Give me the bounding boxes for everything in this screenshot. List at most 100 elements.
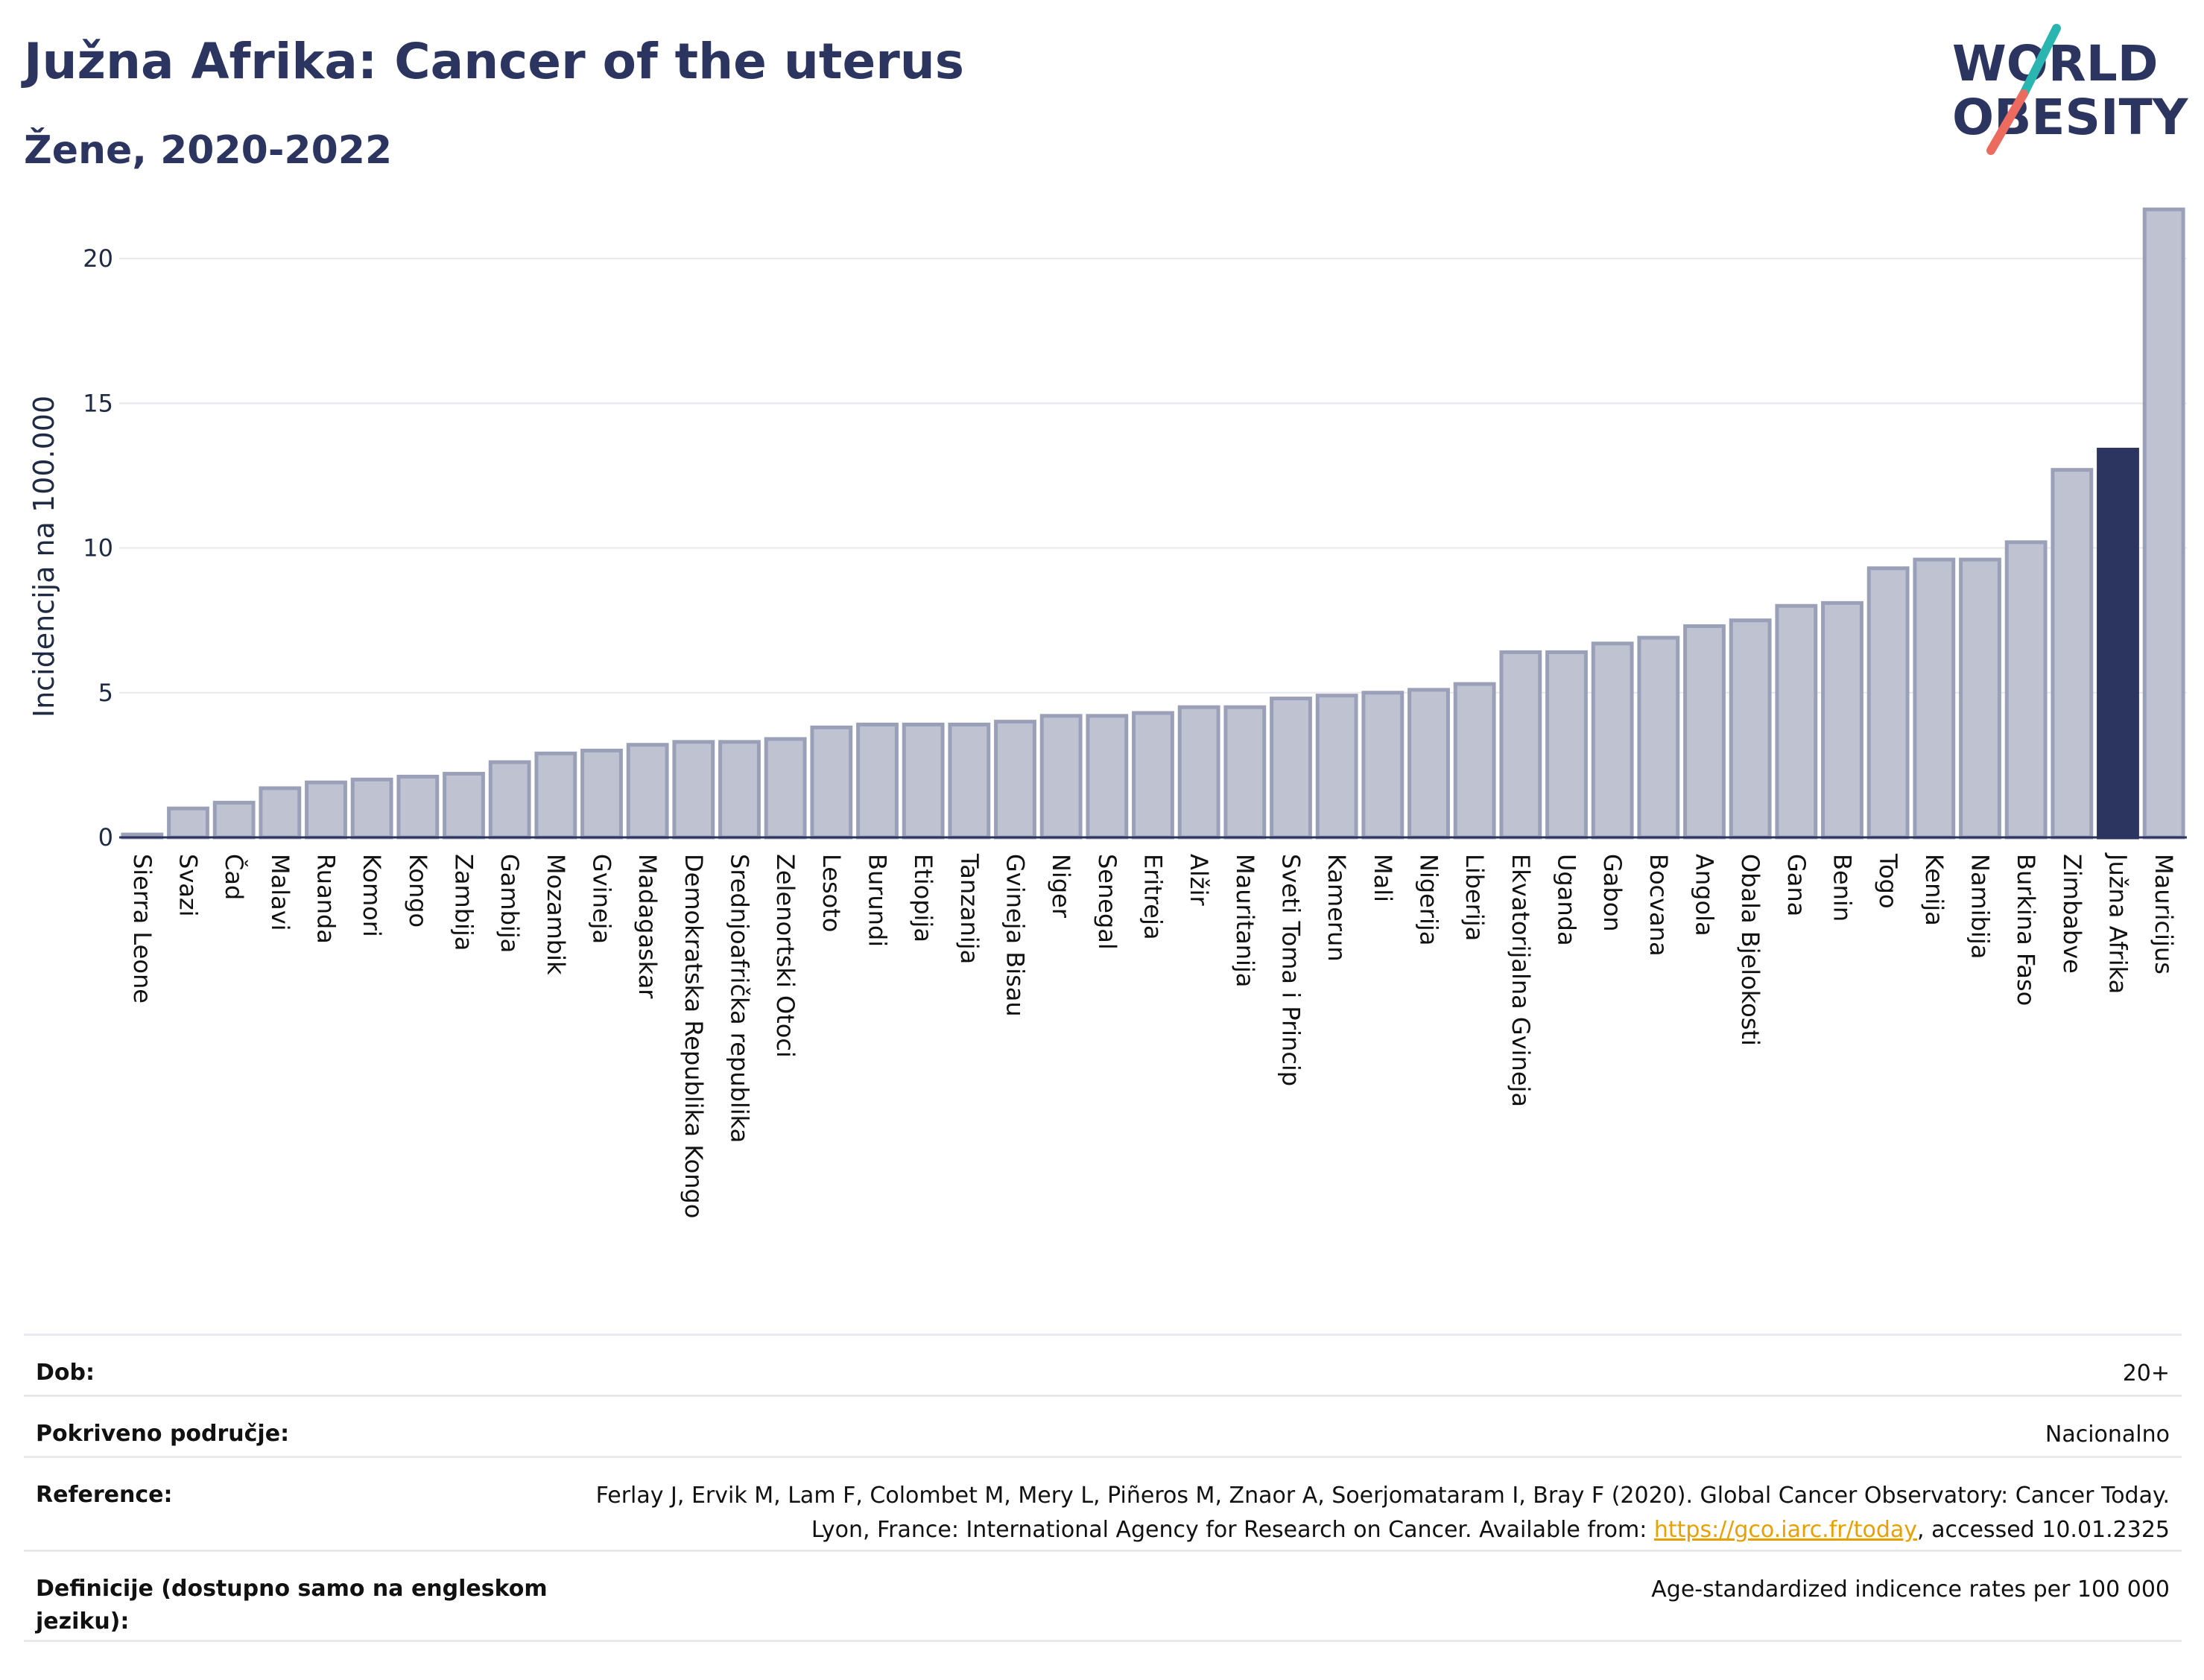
category-label: Burkina Faso [2012, 854, 2040, 1006]
bar-17 [902, 723, 945, 840]
category-label: Južna Afrika [2104, 852, 2132, 994]
bar-30 [1499, 650, 1542, 840]
bar-18 [948, 723, 991, 840]
bar-21 [1086, 714, 1129, 840]
bar-11 [626, 743, 669, 840]
category-label: Ruanda [312, 854, 341, 944]
info-row-definition: Definicije (dostupno samo na engleskom j… [24, 1550, 2182, 1642]
category-label: Zelenortski Otoci [771, 854, 799, 1058]
bar-42 [2051, 468, 2094, 840]
bar-13 [718, 740, 761, 840]
info-row-age: Dob: 20+ [24, 1334, 2182, 1395]
category-label: Gana [1782, 854, 1811, 916]
bar-20 [1039, 714, 1083, 840]
category-label: Burundi [864, 854, 892, 947]
category-label: Mozambik [542, 854, 570, 975]
bar-38 [1866, 566, 1910, 840]
category-label: Niger [1047, 854, 1075, 919]
category-label: Gvineja [588, 854, 616, 944]
bar-4 [305, 780, 347, 840]
coverage-value: Nacionalno [2045, 1421, 2170, 1448]
category-label: Mauritanija [1231, 854, 1259, 987]
category-label: Zimbabve [2058, 854, 2086, 974]
category-label: Uganda [1553, 854, 1581, 946]
y-tick-label: 0 [98, 823, 113, 852]
bar-23 [1177, 705, 1220, 840]
info-table: Dob: 20+ Pokriveno područje: Nacionalno … [24, 1334, 2182, 1642]
reference-link[interactable]: https://gco.iarc.fr/today [1653, 1517, 1918, 1543]
reference-text-1: Ferlay J, Ervik M, Lam F, Colombet M, Me… [595, 1483, 2170, 1543]
bar-35 [1729, 618, 1772, 840]
category-label: Nigerija [1415, 854, 1443, 945]
category-label: Tanzanija [955, 853, 984, 964]
category-label: Benin [1828, 854, 1857, 922]
category-label: Madagaskar [633, 854, 662, 999]
y-tick-label: 10 [83, 534, 113, 562]
bar-27 [1361, 691, 1405, 840]
y-tick-label: 15 [83, 389, 113, 417]
logo-slash-coral [1986, 89, 2028, 155]
bar-26 [1315, 694, 1358, 840]
bar-15 [810, 725, 853, 840]
bar-36 [1775, 603, 1818, 840]
bar-12 [672, 740, 715, 840]
definition-label: Definicije (dostupno samo na engleskom j… [36, 1576, 548, 1635]
bar-29 [1453, 682, 1496, 840]
reference-value: Ferlay J, Ervik M, Lam F, Colombet M, Me… [575, 1479, 2170, 1547]
bar-31 [1545, 650, 1588, 840]
bar-6 [396, 774, 440, 840]
category-label: Kongo [404, 854, 432, 928]
category-label: Kamerun [1323, 854, 1351, 962]
category-label: Namibija [1966, 854, 1995, 959]
category-label: Bocvana [1644, 854, 1673, 957]
y-tick-label: 5 [98, 679, 113, 707]
bar-14 [764, 737, 807, 840]
bar-9 [534, 751, 577, 840]
bar-10 [580, 748, 623, 840]
bar-34 [1683, 624, 1726, 840]
category-label: Etiopija [909, 854, 937, 942]
category-label: Lesoto [817, 854, 846, 932]
page-title: Južna Afrika: Cancer of the uterus [24, 33, 965, 90]
bar-43 [2097, 447, 2139, 840]
bar-5 [350, 777, 393, 840]
info-row-coverage: Pokriveno područje: Nacionalno [24, 1395, 2182, 1456]
category-label: Angola [1691, 854, 1719, 936]
bars [121, 207, 2185, 840]
bar-24 [1223, 705, 1267, 840]
category-label: Mali [1369, 854, 1397, 902]
bar-25 [1270, 697, 1312, 840]
age-label: Dob: [36, 1360, 95, 1386]
page-subtitle: Žene, 2020-2022 [24, 128, 393, 173]
bar-41 [2004, 540, 2048, 840]
bar-8 [488, 760, 531, 840]
category-label: Liberija [1460, 854, 1489, 941]
bar-16 [856, 723, 899, 840]
bar-32 [1591, 641, 1634, 840]
bar-22 [1132, 711, 1174, 840]
category-label: Čad [220, 854, 249, 900]
y-tick-label: 20 [83, 244, 113, 273]
bar-19 [994, 720, 1036, 840]
axes: 0 5 10 15 20 [83, 244, 2187, 852]
category-labels: Sierra Leone Svazi Čad Malavi Ruanda Komori Ko… [128, 852, 2178, 1218]
bar-28 [1407, 688, 1450, 840]
category-label: Demokratska Republika Kongo [680, 854, 708, 1218]
category-label: Gvineja Bisau [1001, 854, 1030, 1017]
category-label: Svazi [174, 854, 203, 917]
logo-line2: OBESITY [1952, 89, 2189, 146]
reference-text-2: , accessed 10.01.2325 [1917, 1517, 2170, 1543]
bar-44 [2142, 207, 2185, 840]
category-label: Eritreja [1139, 854, 1168, 939]
category-label: Ekvatorijalna Gvineja [1507, 854, 1535, 1107]
bar-2 [212, 800, 256, 840]
logo-line1: WORLD [1952, 35, 2159, 92]
bar-3 [259, 786, 302, 840]
bar-7 [443, 772, 485, 840]
age-value: 20+ [2122, 1360, 2170, 1386]
category-label: Sveti Toma i Princip [1277, 854, 1305, 1086]
category-label: Senegal [1093, 854, 1121, 950]
bar-37 [1821, 600, 1863, 840]
bar-chart: 0 5 10 15 20 Sierra Leone Svazi Čad Malavi Ruand… [28, 207, 2187, 1218]
category-label: Zambija [450, 854, 478, 951]
